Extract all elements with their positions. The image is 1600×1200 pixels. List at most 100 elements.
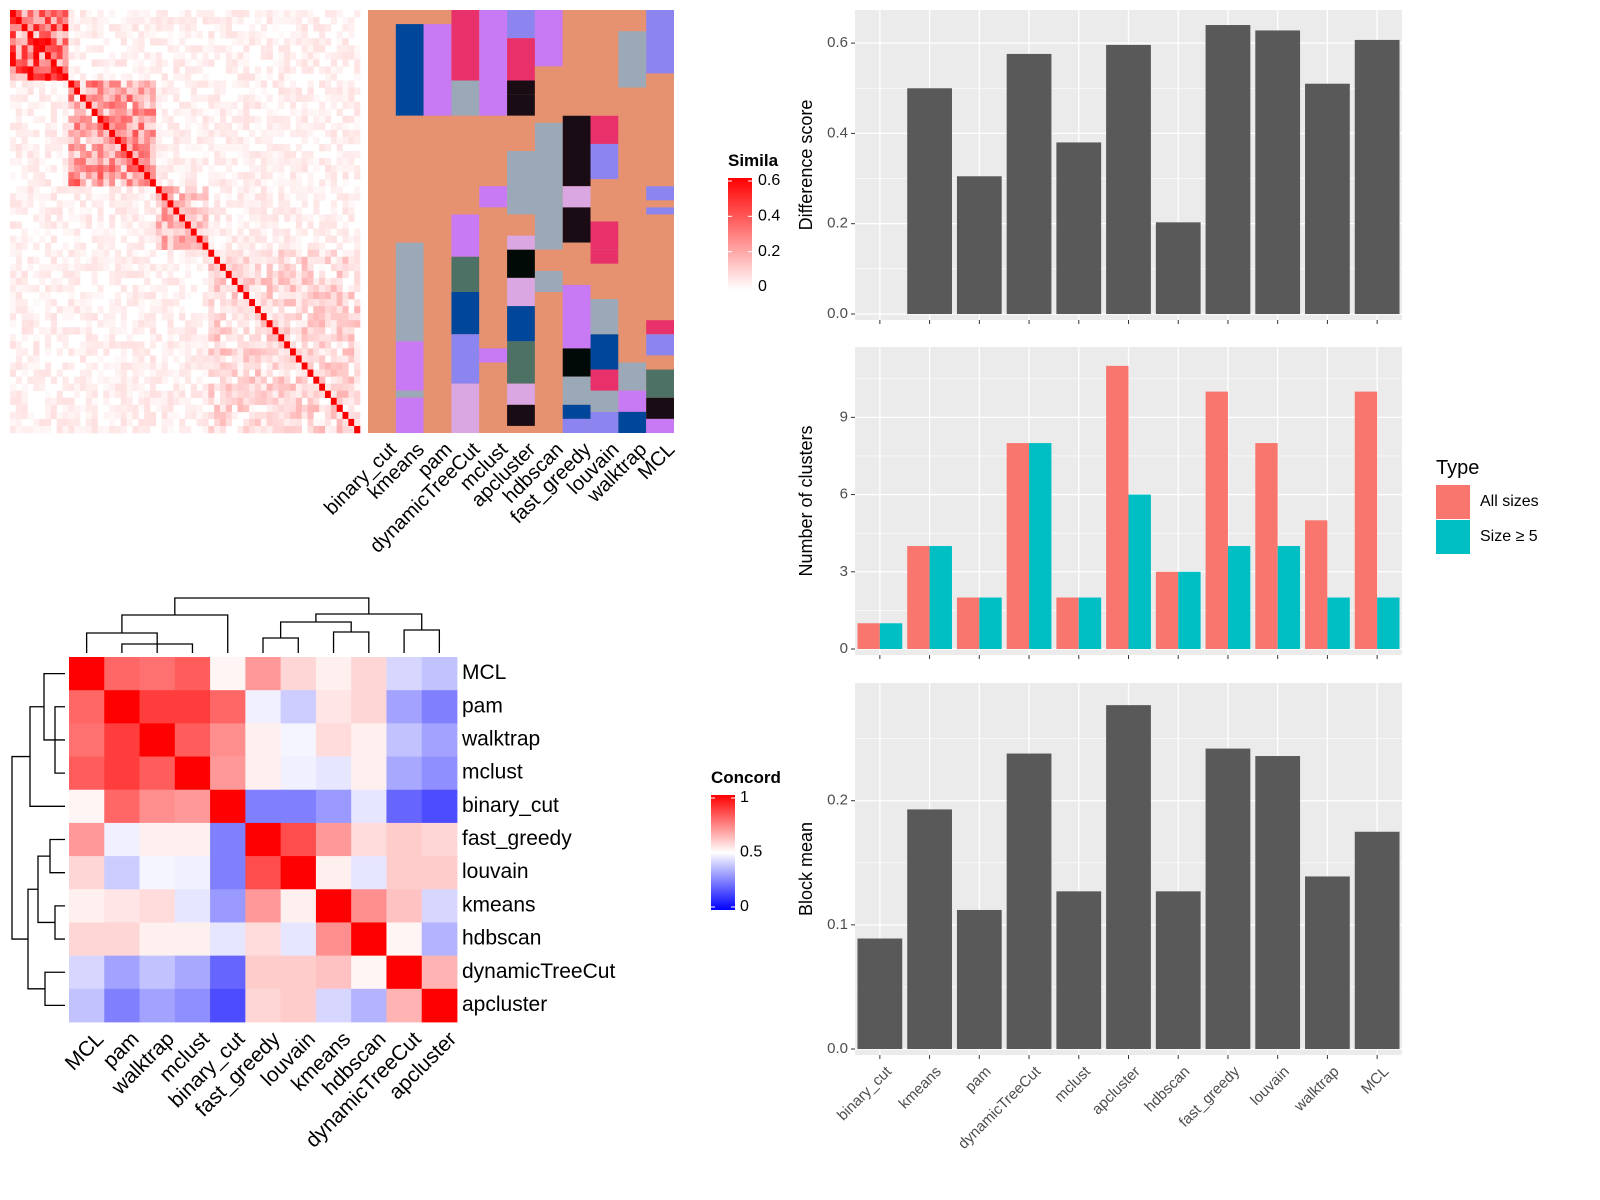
- similarity-cell: [39, 270, 46, 279]
- similarity-cell: [45, 306, 52, 314]
- similarity-cell: [15, 115, 22, 124]
- similarity-cell: [295, 242, 302, 250]
- dendrogram-branch: [37, 855, 55, 924]
- similarity-cell: [342, 383, 349, 391]
- similarity-cell: [138, 348, 145, 356]
- similarity-cell: [295, 10, 302, 18]
- similarity-cell: [115, 383, 122, 391]
- similarity-cell: [167, 158, 174, 166]
- similarity-cell: [325, 66, 332, 74]
- similarity-cell: [295, 165, 302, 173]
- similarity-cell: [348, 235, 355, 243]
- similarity-cell: [237, 362, 244, 370]
- similarity-cell: [56, 24, 63, 32]
- similarity-cell: [45, 52, 52, 60]
- similarity-cell: [45, 284, 52, 293]
- cluster-segment-hdbscan: [534, 292, 563, 433]
- similarity-cell: [150, 263, 157, 272]
- similarity-cell: [68, 270, 75, 279]
- similarity-cell: [266, 158, 273, 166]
- similarity-cell: [284, 277, 291, 286]
- cluster-segment-kmeans: [395, 397, 424, 433]
- concordance-cell: [315, 856, 352, 890]
- similarity-cell: [10, 242, 17, 250]
- similarity-cell: [68, 52, 75, 60]
- similarity-cell: [295, 221, 302, 229]
- similarity-cell: [74, 235, 81, 243]
- similarity-cell: [185, 24, 192, 32]
- similarity-cell: [325, 362, 332, 370]
- concordance-cell: [210, 988, 246, 1023]
- similarity-cell: [255, 284, 262, 293]
- similarity-cell: [167, 390, 174, 399]
- similarity-cell: [278, 348, 285, 356]
- similarity-cell: [214, 334, 221, 342]
- similarity-cell: [319, 179, 326, 187]
- similarity-cell: [33, 38, 40, 46]
- similarity-cell: [150, 94, 157, 102]
- similarity-cell: [202, 115, 209, 124]
- similarity-cell: [120, 376, 127, 384]
- similarity-cell: [33, 383, 40, 391]
- similarity-cell: [249, 256, 256, 265]
- similarity-cell: [225, 390, 232, 399]
- similarity-cell: [115, 31, 122, 39]
- similarity-cell: [126, 45, 133, 53]
- similarity-cell: [150, 411, 157, 420]
- cluster-segment-mclust: [479, 186, 508, 208]
- similarity-cell: [74, 186, 81, 194]
- similarity-cell: [144, 418, 151, 427]
- similarity-cell: [21, 172, 28, 180]
- similarity-cell: [284, 66, 291, 74]
- similarity-cell: [10, 38, 17, 46]
- similarity-cell: [27, 179, 34, 187]
- similarity-cell: [56, 186, 63, 194]
- similarity-cell: [179, 221, 186, 229]
- similarity-cell: [284, 235, 291, 243]
- similarity-cell: [319, 277, 326, 286]
- similarity-cell: [120, 418, 127, 427]
- similarity-cell: [330, 277, 337, 286]
- similarity-cell: [231, 249, 238, 258]
- cluster-segment-hdbscan: [534, 122, 563, 250]
- similarity-cell: [330, 299, 337, 307]
- type-legend-key-1: [1436, 520, 1470, 554]
- similarity-cell: [21, 186, 28, 194]
- similarity-cell: [202, 17, 209, 25]
- similarity-cell: [132, 94, 139, 102]
- similarity-cell: [150, 221, 157, 229]
- similarity-cell: [39, 73, 46, 81]
- similarity-cell: [97, 115, 104, 124]
- similarity-cell: [284, 355, 291, 363]
- similarity-cell: [120, 320, 127, 328]
- similarity-cell: [208, 390, 215, 399]
- bar-kmeans: [907, 809, 952, 1049]
- similarity-cell: [155, 136, 162, 145]
- similarity-cell: [68, 17, 75, 25]
- similarity-cell: [15, 277, 22, 286]
- similarity-cell: [91, 94, 98, 102]
- similarity-cell: [85, 207, 92, 215]
- similarity-cell: [325, 306, 332, 314]
- similarity-cell: [15, 376, 22, 384]
- concordance-cell: [315, 690, 352, 724]
- similarity-cell: [190, 31, 197, 39]
- similarity-cell: [208, 143, 215, 152]
- similarity-cell: [336, 108, 343, 117]
- similarity-cell: [272, 214, 279, 222]
- similarity-cell: [342, 397, 349, 406]
- similarity-cell: [120, 284, 127, 293]
- similarity-cell: [208, 369, 215, 377]
- similarity-cell: [97, 143, 104, 152]
- similarity-cell: [202, 10, 209, 18]
- similarity-cell: [103, 256, 110, 265]
- similarity-cell: [21, 411, 28, 420]
- similarity-cell: [74, 327, 81, 335]
- similarity-cell: [138, 31, 145, 39]
- cluster-segment-walktrap: [618, 362, 647, 391]
- similarity-cell: [45, 122, 52, 131]
- similarity-cell: [15, 200, 22, 208]
- similarity-cell: [330, 284, 337, 293]
- concordance-cell: [139, 955, 176, 990]
